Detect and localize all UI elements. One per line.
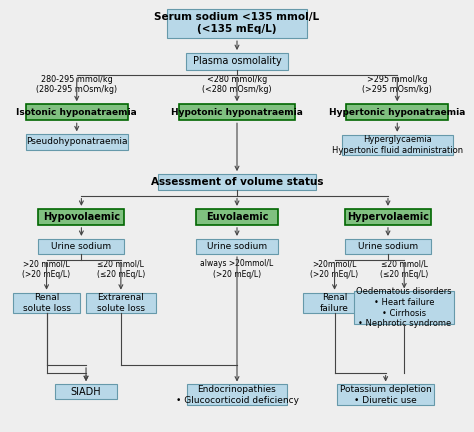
Text: Hypertonic hyponatraemia: Hypertonic hyponatraemia — [329, 108, 465, 117]
Text: Isotonic hyponatraemia: Isotonic hyponatraemia — [17, 108, 137, 117]
FancyBboxPatch shape — [179, 104, 295, 121]
FancyBboxPatch shape — [186, 53, 288, 70]
FancyBboxPatch shape — [346, 104, 448, 121]
Text: Assessment of volume status: Assessment of volume status — [151, 177, 323, 187]
FancyBboxPatch shape — [196, 239, 278, 254]
FancyBboxPatch shape — [158, 174, 316, 190]
Text: Hypervolaemic: Hypervolaemic — [347, 212, 429, 222]
Text: always >20mmol/L
(>20 mEq/L): always >20mmol/L (>20 mEq/L) — [201, 259, 273, 279]
FancyBboxPatch shape — [345, 239, 431, 254]
FancyBboxPatch shape — [38, 209, 124, 225]
Text: 280-295 mmol/kg
(280-295 mOsm/kg): 280-295 mmol/kg (280-295 mOsm/kg) — [36, 75, 117, 95]
Text: <280 mmol/kg
(<280 mOsm/kg): <280 mmol/kg (<280 mOsm/kg) — [202, 75, 272, 95]
FancyBboxPatch shape — [341, 135, 453, 155]
Text: >295 mmol/kg
(>295 mOsm/kg): >295 mmol/kg (>295 mOsm/kg) — [362, 75, 432, 95]
Text: Urine sodium: Urine sodium — [51, 242, 111, 251]
Text: Pseudohyponatraemia: Pseudohyponatraemia — [26, 137, 128, 146]
Text: Urine sodium: Urine sodium — [207, 242, 267, 251]
FancyBboxPatch shape — [55, 384, 118, 399]
FancyBboxPatch shape — [38, 239, 124, 254]
Text: Euvolaemic: Euvolaemic — [206, 212, 268, 222]
FancyBboxPatch shape — [13, 292, 80, 313]
FancyBboxPatch shape — [354, 291, 454, 324]
Text: Endocrinopathies
• Glucocorticoid deficiency: Endocrinopathies • Glucocorticoid defici… — [175, 385, 299, 404]
FancyBboxPatch shape — [26, 134, 128, 149]
FancyBboxPatch shape — [86, 292, 155, 313]
FancyBboxPatch shape — [26, 104, 128, 121]
Text: Urine sodium: Urine sodium — [358, 242, 418, 251]
Text: Renal
solute loss: Renal solute loss — [23, 293, 71, 313]
Text: Hyperglycaemia
Hypertonic fluid administration: Hyperglycaemia Hypertonic fluid administ… — [332, 135, 463, 155]
Text: SIADH: SIADH — [71, 387, 101, 397]
Text: Hypovolaemic: Hypovolaemic — [43, 212, 120, 222]
Text: Extrarenal
solute loss: Extrarenal solute loss — [97, 293, 145, 313]
Text: >20mmol/L
(>20 mEq/L): >20mmol/L (>20 mEq/L) — [310, 259, 359, 279]
Text: Serum sodium <135 mmol/L
(<135 mEq/L): Serum sodium <135 mmol/L (<135 mEq/L) — [155, 13, 319, 35]
FancyBboxPatch shape — [303, 292, 366, 313]
FancyBboxPatch shape — [167, 9, 307, 38]
Text: >20 mmol/L
(>20 mEq/L): >20 mmol/L (>20 mEq/L) — [22, 259, 71, 279]
Text: Plasma osmolality: Plasma osmolality — [192, 57, 282, 67]
FancyBboxPatch shape — [196, 209, 278, 225]
FancyBboxPatch shape — [187, 384, 287, 405]
FancyBboxPatch shape — [337, 384, 434, 405]
Text: Renal
failure: Renal failure — [320, 293, 349, 313]
FancyBboxPatch shape — [345, 209, 431, 225]
Text: Potassium depletion
• Diuretic use: Potassium depletion • Diuretic use — [340, 385, 431, 404]
Text: ≤20 mmol/L
(≤20 mEq/L): ≤20 mmol/L (≤20 mEq/L) — [380, 259, 428, 279]
Text: Oedematous disorders
• Heart failure
• Cirrhosis
• Nephrotic syndrome: Oedematous disorders • Heart failure • C… — [356, 287, 452, 328]
Text: Hypotonic hyponatraemia: Hypotonic hyponatraemia — [171, 108, 303, 117]
Text: ≤20 mmol/L
(≤20 mEq/L): ≤20 mmol/L (≤20 mEq/L) — [97, 259, 145, 279]
